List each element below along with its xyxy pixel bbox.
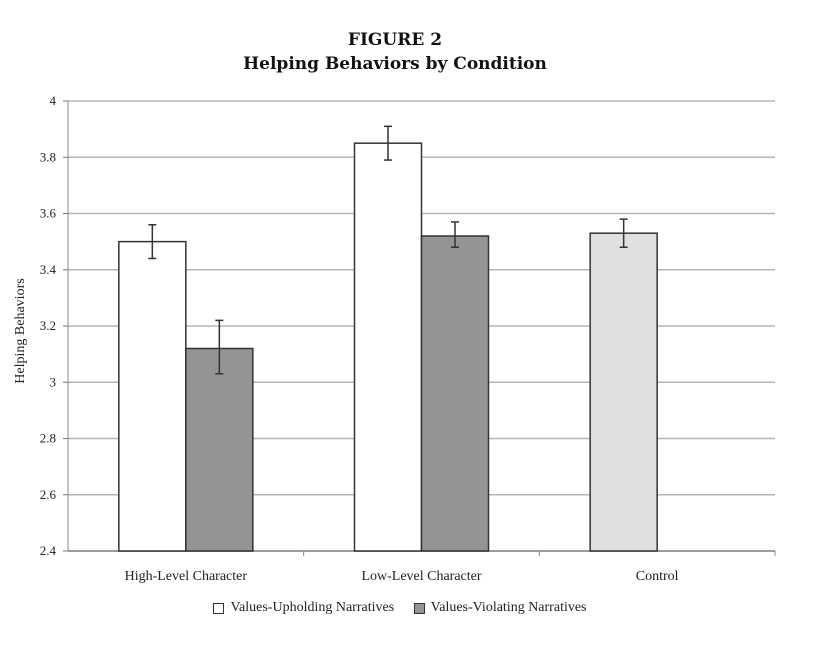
- bar-control: [589, 232, 658, 552]
- y-tick-label: 3.6: [40, 206, 57, 221]
- x-tick-label: Control: [636, 569, 679, 584]
- chart-subtitle: Helping Behaviors by Condition: [243, 54, 547, 74]
- bar-upholding: [118, 240, 187, 552]
- bar-violating: [185, 347, 254, 552]
- legend: Values-Upholding Narratives Values-Viola…: [0, 600, 800, 619]
- chart-title-block: FIGURE 2 Helping Behaviors by Condition: [0, 28, 790, 76]
- x-tick-label: High-Level Character: [125, 569, 248, 584]
- legend-item-violating: Values-Violating Narratives: [413, 600, 587, 616]
- y-tick-label: 3.8: [40, 149, 56, 164]
- legend-item-upholding: Values-Upholding Narratives: [213, 600, 394, 616]
- y-tick-label: 2.6: [40, 487, 57, 502]
- y-tick-label: 2.4: [40, 543, 57, 558]
- legend-swatch-upholding: [213, 602, 225, 614]
- bar-violating: [420, 235, 490, 552]
- legend-swatch-violating: [413, 602, 425, 614]
- y-tick-label: 3.4: [40, 262, 57, 277]
- y-tick-label: 4: [50, 93, 57, 108]
- y-tick-label: 3.2: [40, 318, 56, 333]
- chart-title: FIGURE 2: [347, 30, 443, 50]
- y-axis-label: Helping Behaviors: [13, 278, 28, 383]
- y-tick-label: 3: [50, 374, 57, 389]
- y-tick-label: 2.8: [40, 431, 56, 446]
- bar-upholding: [353, 142, 423, 552]
- x-tick-label: Low-Level Character: [361, 569, 481, 584]
- legend-label-violating: Values-Violating Narratives: [430, 600, 587, 615]
- legend-label-upholding: Values-Upholding Narratives: [230, 600, 395, 615]
